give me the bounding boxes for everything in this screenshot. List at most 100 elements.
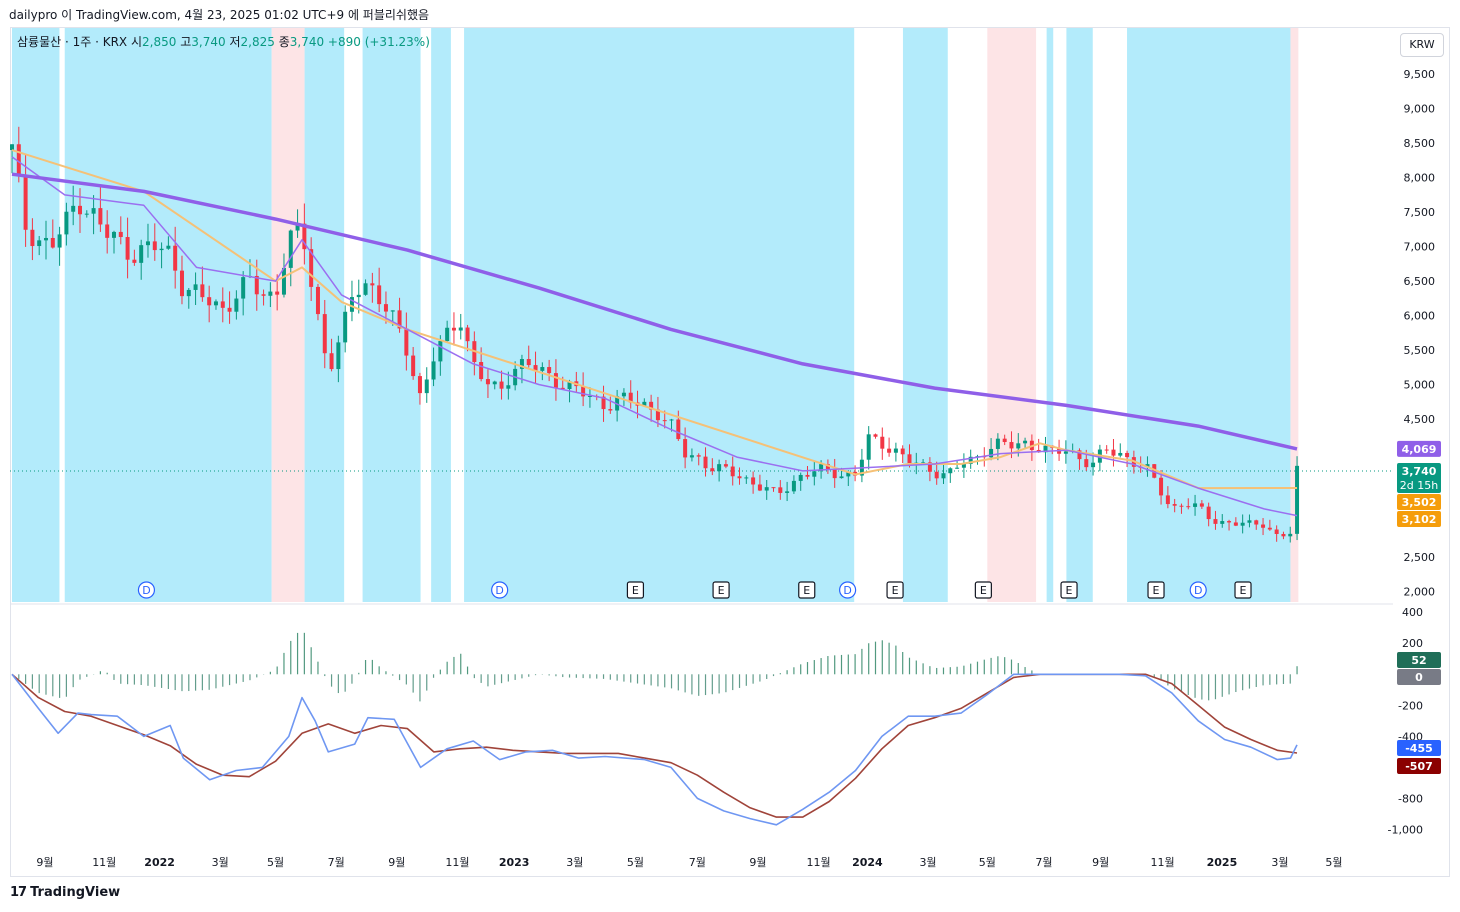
macd-line — [11, 673, 1298, 826]
candle-body — [458, 327, 463, 331]
candle-body — [506, 385, 511, 389]
candle-body — [567, 381, 572, 390]
marker-label: D — [142, 584, 150, 597]
candle-body — [1165, 495, 1170, 505]
price-tick-label: 2,500 — [1404, 551, 1436, 564]
tradingview-footer[interactable]: 17 TradingView — [10, 885, 120, 900]
candle-body — [200, 284, 205, 298]
candle-body — [37, 240, 42, 247]
candle-body — [655, 409, 660, 421]
earnings-marker: E — [712, 581, 730, 599]
earnings-marker: E — [974, 581, 992, 599]
time-tick-label: 2022 — [144, 856, 175, 869]
candle-body — [560, 387, 565, 390]
candle-body — [526, 359, 531, 366]
macd-tick-label: 400 — [1402, 606, 1423, 619]
candle-body — [166, 245, 171, 249]
candle-body — [1111, 449, 1116, 456]
candle-body — [941, 473, 946, 479]
candle-body — [438, 341, 443, 362]
candle-body — [771, 487, 776, 489]
symbol-name[interactable]: 삼륭물산 · 1주 · KRX — [17, 35, 128, 49]
candle-body — [315, 286, 320, 315]
candle-body — [676, 419, 681, 440]
earnings-marker-box — [1234, 581, 1252, 599]
close-label: 종 — [278, 35, 290, 49]
candle-body — [1023, 440, 1028, 444]
candle-body — [1118, 452, 1123, 456]
candle-body — [234, 298, 239, 312]
macd-signal-line — [11, 673, 1298, 818]
price-tick-label: 5,000 — [1404, 379, 1436, 392]
time-tick-label: 3월 — [212, 856, 229, 869]
dividend-marker-circle — [1189, 581, 1207, 599]
marker-label: E — [980, 584, 987, 597]
marker-label: E — [1066, 584, 1073, 597]
candle-body — [812, 471, 817, 477]
candle-body — [145, 241, 150, 246]
time-tick-label: 3월 — [566, 856, 583, 869]
candle-body — [1233, 522, 1238, 526]
candle-body — [268, 291, 273, 296]
candle-body — [1186, 506, 1191, 508]
candle-body — [23, 176, 28, 230]
price-tick-label: 7,000 — [1404, 241, 1436, 254]
price-label-ma-mid-bg — [1397, 511, 1441, 527]
candle-body — [689, 455, 694, 458]
candle-body — [485, 379, 490, 385]
candle-body — [1159, 477, 1164, 496]
time-tick-label: 5월 — [267, 856, 284, 869]
candle-body — [1193, 503, 1198, 507]
time-tick-label: 7월 — [689, 856, 706, 869]
candle-body — [424, 379, 429, 394]
time-tick-label: 11월 — [445, 856, 469, 869]
time-tick-label: 3월 — [919, 856, 936, 869]
earnings-marker: E — [886, 581, 904, 599]
candle-body — [64, 211, 69, 235]
candle-body — [322, 314, 327, 354]
candle-body — [683, 439, 688, 458]
candle-body — [921, 462, 926, 464]
candle-body — [519, 359, 524, 369]
candle-body — [152, 241, 157, 251]
candle-body — [193, 284, 198, 290]
background-band — [1046, 28, 1054, 602]
candle-body — [383, 304, 388, 312]
candle-body — [1179, 505, 1184, 507]
dividend-marker: D — [1189, 581, 1207, 599]
dividend-marker-circle — [839, 581, 857, 599]
marker-label: E — [718, 584, 725, 597]
macd-tick-label: -200 — [1398, 699, 1423, 712]
candle-body — [411, 355, 416, 377]
candle-body — [873, 434, 878, 437]
price-label-ma-slow-bg — [1397, 440, 1441, 457]
macd-label-signal: -507 — [1405, 760, 1433, 773]
candle-body — [451, 327, 456, 331]
candle-body — [547, 367, 552, 374]
price-tick-label: 7,500 — [1404, 206, 1436, 219]
candle-body — [785, 491, 790, 493]
candle-body — [1240, 522, 1245, 526]
candle-body — [825, 464, 830, 470]
candle-body — [866, 434, 871, 460]
candle-body — [608, 409, 613, 411]
candle-body — [778, 487, 783, 493]
candle-body — [159, 248, 164, 251]
currency-button[interactable]: KRW — [1400, 33, 1444, 57]
candle-body — [363, 283, 368, 295]
candle-body — [132, 259, 137, 263]
earnings-marker: E — [626, 581, 645, 599]
candle-body — [1084, 459, 1089, 468]
low-label: 저 — [229, 35, 241, 49]
time-tick-label: 7월 — [328, 856, 345, 869]
earnings-marker-box — [626, 581, 645, 599]
marker-label: D — [495, 584, 503, 597]
tradingview-logo-icon: 17 — [10, 885, 27, 900]
candle-body — [601, 396, 606, 410]
background-band — [464, 28, 855, 602]
candle-body — [179, 270, 184, 297]
symbol-legend: 삼륭물산 · 1주 · KRX 시2,850 고3,740 저2,825 종3,… — [17, 33, 430, 50]
candle-body — [989, 448, 994, 458]
candle-body — [1077, 450, 1082, 460]
